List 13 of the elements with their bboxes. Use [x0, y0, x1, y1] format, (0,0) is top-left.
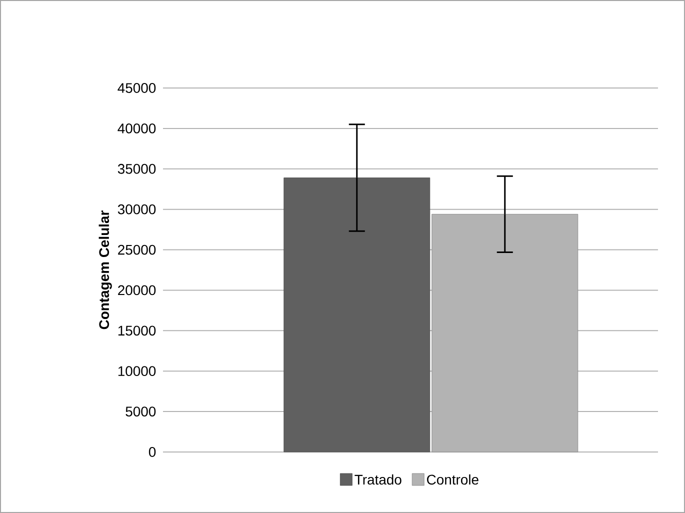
- legend-label: Controle: [427, 474, 478, 485]
- y-tick-label: 20000: [118, 285, 156, 296]
- y-tick-label: 25000: [118, 244, 156, 255]
- y-tick-label: 5000: [126, 406, 156, 416]
- y-tick-label: 15000: [118, 326, 156, 336]
- legend-label: Tratado: [354, 474, 402, 485]
- y-axis-title: Contagem Celular: [98, 210, 112, 330]
- y-tick-label: 30000: [118, 204, 156, 214]
- y-tick-label: 45000: [118, 83, 156, 93]
- y-tick-label: 0: [148, 447, 156, 457]
- y-tick-label: 35000: [118, 164, 156, 174]
- y-tick-label: 10000: [118, 366, 156, 376]
- y-tick-label: 40000: [118, 123, 156, 134]
